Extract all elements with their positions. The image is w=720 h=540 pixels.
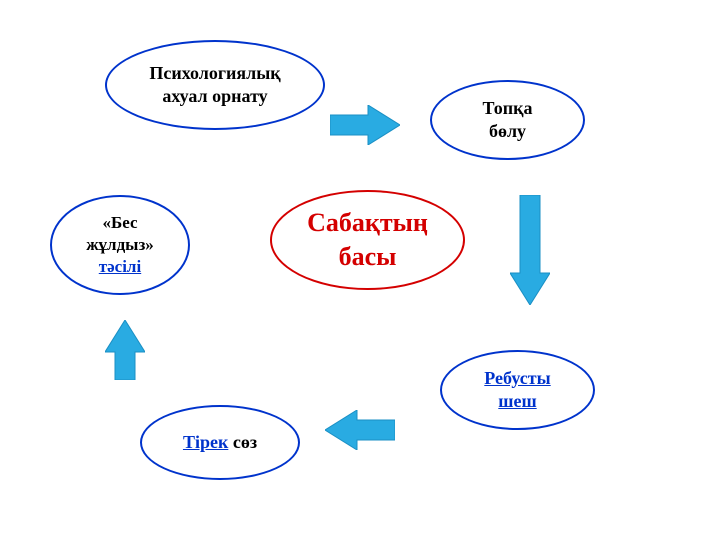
node-group-divide-label: Топқабөлу (483, 97, 533, 144)
arrow-right-icon (330, 105, 400, 145)
node-psychological: Психологиялықахуал орнату (105, 40, 325, 130)
center-node-label: Сабақтыңбасы (307, 206, 428, 274)
arrow-up-icon (105, 320, 145, 380)
arrow-left-icon (325, 410, 395, 450)
node-rebus-label: Ребустышеш (484, 367, 550, 414)
arrow-down-icon (510, 195, 550, 305)
node-rebus[interactable]: Ребустышеш (440, 350, 595, 430)
node-psychological-label: Психологиялықахуал орнату (149, 62, 280, 109)
node-five-stars-label: «Бесжұлдыз»тәсілі (86, 212, 154, 278)
diagram-canvas: Сабақтыңбасы Психологиялықахуал орнату Т… (0, 0, 720, 540)
center-node: Сабақтыңбасы (270, 190, 465, 290)
node-group-divide: Топқабөлу (430, 80, 585, 160)
node-five-stars[interactable]: «Бесжұлдыз»тәсілі (50, 195, 190, 295)
node-tirek-label: Тірек сөз (183, 431, 257, 454)
node-tirek[interactable]: Тірек сөз (140, 405, 300, 480)
